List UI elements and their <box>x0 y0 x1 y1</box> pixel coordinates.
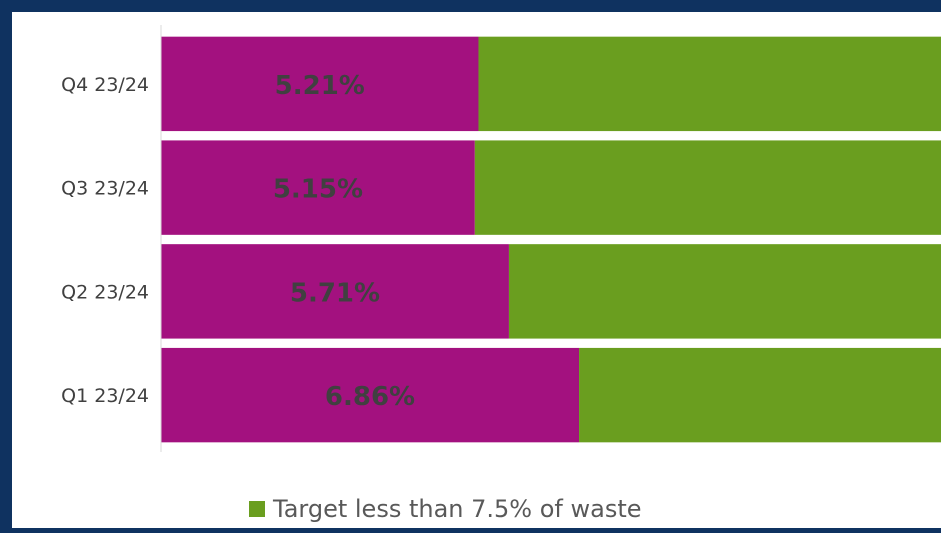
bar-target-4 <box>579 347 941 443</box>
data-label-4: 6.86% <box>325 382 415 412</box>
category-label-2: Q3 23/24 <box>61 178 149 200</box>
bar-actual-2 <box>161 140 475 235</box>
category-label-1: Q4 23/24 <box>61 74 149 96</box>
chart-panel: 5.21% Q4 23/24 5.15% Q3 23/24 5.71% Q2 23/24 6… <box>12 12 941 528</box>
data-label-2: 5.15% <box>273 175 363 205</box>
bar-target-3 <box>508 244 941 339</box>
labels-layer: 5.21% Q4 23/24 5.15% Q3 23/24 5.71% Q2 23/24 6… <box>61 71 415 412</box>
legend-label-target: Target less than 7.5% of waste <box>272 495 642 523</box>
bar-chart: 5.21% Q4 23/24 5.15% Q3 23/24 5.71% Q2 23/24 6… <box>61 25 941 523</box>
category-label-4: Q1 23/24 <box>61 385 149 407</box>
bars-layer <box>161 36 941 443</box>
bar-actual-3 <box>161 244 509 339</box>
bar-actual-4 <box>161 347 580 443</box>
bar-target-1 <box>478 36 941 132</box>
data-label-3: 5.71% <box>290 278 380 308</box>
category-label-3: Q2 23/24 <box>61 281 149 303</box>
bar-target-2 <box>474 140 941 235</box>
data-label-1: 5.21% <box>275 71 365 101</box>
legend-swatch-target <box>249 501 265 517</box>
legend: Target less than 7.5% of waste <box>249 495 642 523</box>
bar-actual-1 <box>161 36 479 132</box>
